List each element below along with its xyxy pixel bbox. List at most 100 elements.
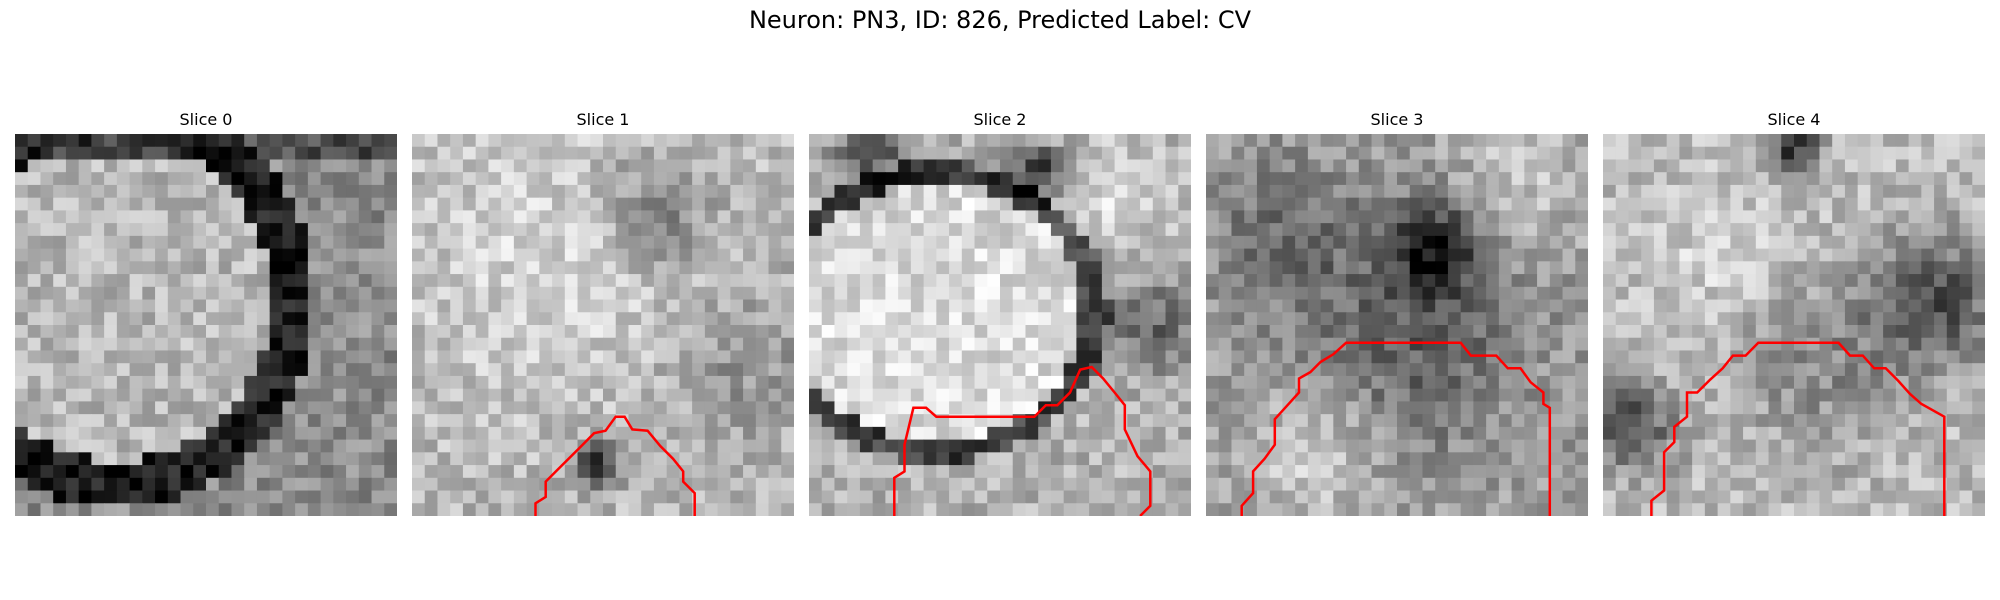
- pixel: [564, 172, 579, 186]
- pixel: [1473, 172, 1487, 186]
- pixel: [910, 477, 925, 492]
- pixel: [730, 312, 744, 326]
- pixel: [1165, 465, 1179, 479]
- pixel: [539, 134, 553, 148]
- pixel: [1806, 375, 1820, 390]
- pixel: [358, 248, 373, 262]
- pixel: [666, 299, 680, 313]
- pixel: [628, 337, 642, 351]
- pixel: [488, 235, 502, 250]
- pixel: [513, 197, 528, 211]
- pixel: [1946, 439, 1961, 453]
- pixel: [730, 414, 744, 428]
- pixel: [53, 159, 67, 173]
- pixel: [653, 210, 668, 224]
- pixel: [1076, 299, 1090, 313]
- pixel: [1371, 325, 1385, 339]
- pixel: [1447, 401, 1462, 415]
- pixel: [1603, 274, 1617, 288]
- pixel: [1050, 477, 1065, 492]
- pixel: [1076, 401, 1090, 415]
- pixel: [1346, 350, 1360, 364]
- pixel: [1089, 312, 1103, 326]
- pixel: [462, 337, 477, 351]
- pixel: [1679, 465, 1693, 479]
- pixel: [692, 286, 706, 301]
- pixel: [1653, 146, 1668, 160]
- pixel: [768, 490, 782, 504]
- pixel: [898, 184, 912, 199]
- pixel: [1178, 325, 1191, 339]
- pixel: [1549, 235, 1564, 250]
- pixel: [412, 172, 426, 186]
- pixel: [1870, 375, 1884, 390]
- pixel: [859, 388, 874, 402]
- pixel: [1384, 184, 1398, 199]
- pixel: [781, 172, 794, 186]
- pixel: [859, 452, 874, 466]
- pixel: [1358, 337, 1373, 351]
- pixel: [1679, 337, 1693, 351]
- pixel: [898, 134, 912, 148]
- pixel: [1025, 312, 1039, 326]
- pixel: [462, 197, 477, 211]
- pixel: [104, 197, 118, 211]
- pixel: [1473, 426, 1487, 441]
- pixel: [104, 235, 118, 250]
- pixel: [1972, 172, 1985, 186]
- pixel: [231, 134, 245, 148]
- pixel: [1781, 210, 1795, 224]
- pixel: [552, 248, 566, 262]
- pixel: [1218, 184, 1232, 199]
- pixel: [1524, 439, 1538, 453]
- pixel: [603, 248, 617, 262]
- pixel: [1320, 414, 1334, 428]
- pixel: [15, 490, 29, 504]
- pixel: [1012, 299, 1026, 313]
- pixel: [1165, 325, 1179, 339]
- pixel: [1460, 235, 1474, 250]
- pixel: [898, 274, 912, 288]
- pixel: [821, 197, 835, 211]
- pixel: [1165, 503, 1179, 516]
- pixel: [116, 210, 131, 224]
- pixel: [1730, 490, 1744, 504]
- pixel: [603, 401, 617, 415]
- pixel: [269, 325, 283, 339]
- pixel: [244, 134, 258, 148]
- pixel: [1755, 134, 1770, 148]
- pixel: [231, 414, 245, 428]
- pixel: [346, 401, 360, 415]
- pixel: [809, 286, 823, 301]
- pixel: [1409, 426, 1423, 441]
- pixel: [1692, 286, 1706, 301]
- pixel: [1537, 363, 1551, 377]
- pixel: [1511, 134, 1525, 148]
- pixel: [974, 388, 988, 402]
- pixel: [1692, 477, 1706, 492]
- pixel: [1307, 439, 1322, 453]
- pixel: [78, 235, 92, 250]
- pixel: [1794, 312, 1808, 326]
- pixel: [910, 312, 925, 326]
- pixel: [1012, 172, 1026, 186]
- pixel: [450, 465, 464, 479]
- pixel: [1794, 414, 1808, 428]
- pixel: [450, 350, 464, 364]
- pixel: [1679, 363, 1693, 377]
- pixel: [1218, 477, 1232, 492]
- pixel: [358, 426, 373, 441]
- pixel: [193, 223, 207, 237]
- pixel: [679, 261, 693, 275]
- pixel: [1549, 312, 1564, 326]
- pixel: [898, 363, 912, 377]
- pixel: [27, 363, 41, 377]
- pixel: [1794, 325, 1808, 339]
- pixel: [730, 235, 744, 250]
- pixel: [1717, 490, 1731, 504]
- pixel: [1101, 503, 1116, 516]
- pixel: [679, 337, 693, 351]
- pixel: [1127, 312, 1141, 326]
- pixel: [346, 350, 360, 364]
- pixel: [1781, 299, 1795, 313]
